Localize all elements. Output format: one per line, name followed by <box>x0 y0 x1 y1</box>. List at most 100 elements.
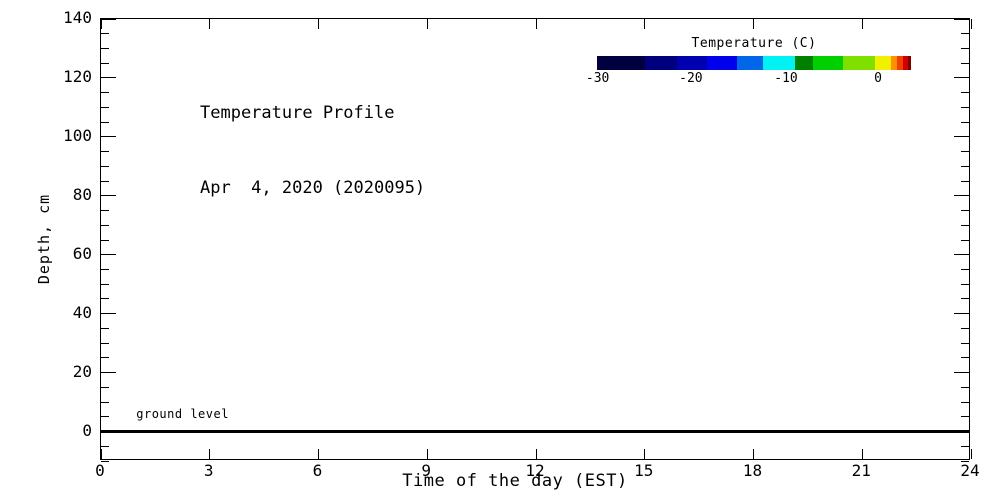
y-minor-tick <box>101 106 109 108</box>
y-major-tick <box>101 313 116 315</box>
x-major-tick <box>644 449 646 459</box>
y-minor-tick <box>961 401 969 403</box>
y-major-tick <box>954 18 969 20</box>
x-major-tick <box>970 19 972 29</box>
y-minor-tick <box>961 386 969 388</box>
y-minor-tick <box>961 224 969 226</box>
y-minor-tick <box>961 283 969 285</box>
y-tick-label: 40 <box>72 302 92 322</box>
y-tick-label: 140 <box>63 8 92 27</box>
y-minor-tick <box>101 386 109 388</box>
y-major-tick <box>954 372 969 374</box>
x-tick-label: 6 <box>312 461 323 480</box>
x-major-tick <box>535 19 537 29</box>
y-tick-label: 60 <box>72 243 92 263</box>
y-axis-title: Depth, cm <box>35 193 53 285</box>
y-minor-tick <box>101 151 109 153</box>
y-major-tick <box>101 372 116 374</box>
plot-title-block: Temperature Profile Apr 4, 2020 (2020095… <box>200 51 425 251</box>
y-major-tick <box>101 77 116 79</box>
y-major-tick <box>954 136 969 138</box>
y-minor-tick <box>961 180 969 182</box>
x-tick-label: 3 <box>203 461 214 480</box>
ground-level-line <box>101 430 969 434</box>
y-minor-tick <box>101 121 109 123</box>
colorbar-tick-label: -20 <box>679 71 703 86</box>
x-major-tick <box>970 449 972 459</box>
x-tick-label: 18 <box>742 461 763 480</box>
y-minor-tick <box>961 33 969 35</box>
y-minor-tick <box>961 151 969 153</box>
x-tick-label: 15 <box>634 461 654 480</box>
y-major-tick <box>101 195 116 197</box>
y-minor-tick <box>961 268 969 270</box>
y-minor-tick <box>961 357 969 359</box>
y-minor-tick <box>101 268 109 270</box>
y-minor-tick <box>101 460 109 462</box>
y-minor-tick <box>961 47 969 49</box>
y-minor-tick <box>101 283 109 285</box>
y-tick-label: 120 <box>63 66 92 86</box>
x-tick-label: 0 <box>95 461 105 480</box>
x-major-tick <box>861 449 863 459</box>
y-minor-tick <box>101 33 109 35</box>
y-minor-tick <box>101 342 109 344</box>
y-minor-tick <box>961 239 969 241</box>
y-minor-tick <box>961 210 969 212</box>
plot-title: Temperature Profile <box>200 103 395 123</box>
y-minor-tick <box>961 121 969 123</box>
y-tick-label: 20 <box>72 361 92 381</box>
y-minor-tick <box>961 327 969 329</box>
x-major-tick <box>100 19 102 29</box>
x-axis-title: Time of the day (EST) <box>402 471 628 491</box>
y-minor-tick <box>961 62 969 64</box>
colorbar-tick-label: -10 <box>774 71 798 86</box>
y-major-tick <box>954 313 969 315</box>
y-minor-tick <box>101 210 109 212</box>
y-minor-tick <box>961 165 969 167</box>
colorbar-tick-label: 0 <box>874 71 882 86</box>
y-minor-tick <box>101 224 109 226</box>
y-minor-tick <box>101 180 109 182</box>
y-minor-tick <box>101 327 109 329</box>
x-tick-label: 24 <box>960 461 980 480</box>
x-major-tick <box>535 449 537 459</box>
y-minor-tick <box>101 445 109 447</box>
y-minor-tick <box>101 401 109 403</box>
colorbar-tick-label: -30 <box>585 71 610 86</box>
y-minor-tick <box>101 416 109 418</box>
y-major-tick <box>101 254 116 256</box>
y-tick-label: 0 <box>82 420 92 440</box>
ground-level-label: ground level <box>136 406 229 421</box>
y-minor-tick <box>961 92 969 94</box>
x-major-tick <box>426 19 428 29</box>
y-tick-label: 100 <box>63 125 92 145</box>
x-major-tick <box>753 19 754 29</box>
plot-area: ground level <box>100 18 972 462</box>
y-minor-tick <box>101 47 109 49</box>
x-major-tick <box>861 19 863 29</box>
y-minor-tick <box>101 165 109 167</box>
x-tick-label: 21 <box>851 461 871 480</box>
y-minor-tick <box>101 92 109 94</box>
y-major-tick <box>954 77 969 79</box>
x-major-tick <box>209 19 211 29</box>
y-major-tick <box>101 18 116 20</box>
y-tick-label: 80 <box>72 184 92 204</box>
x-tick-label: 9 <box>421 461 432 480</box>
y-minor-tick <box>961 460 969 462</box>
y-major-tick <box>101 431 116 433</box>
x-major-tick <box>100 449 102 459</box>
x-major-tick <box>209 449 211 459</box>
y-minor-tick <box>961 342 969 344</box>
y-minor-tick <box>101 298 109 300</box>
y-minor-tick <box>961 298 969 300</box>
y-major-tick <box>954 195 969 197</box>
y-major-tick <box>954 254 969 256</box>
x-major-tick <box>753 449 754 459</box>
y-minor-tick <box>101 62 109 64</box>
colorbar-title: Temperature (C) <box>691 36 817 51</box>
x-major-tick <box>644 19 646 29</box>
x-major-tick <box>318 449 319 459</box>
